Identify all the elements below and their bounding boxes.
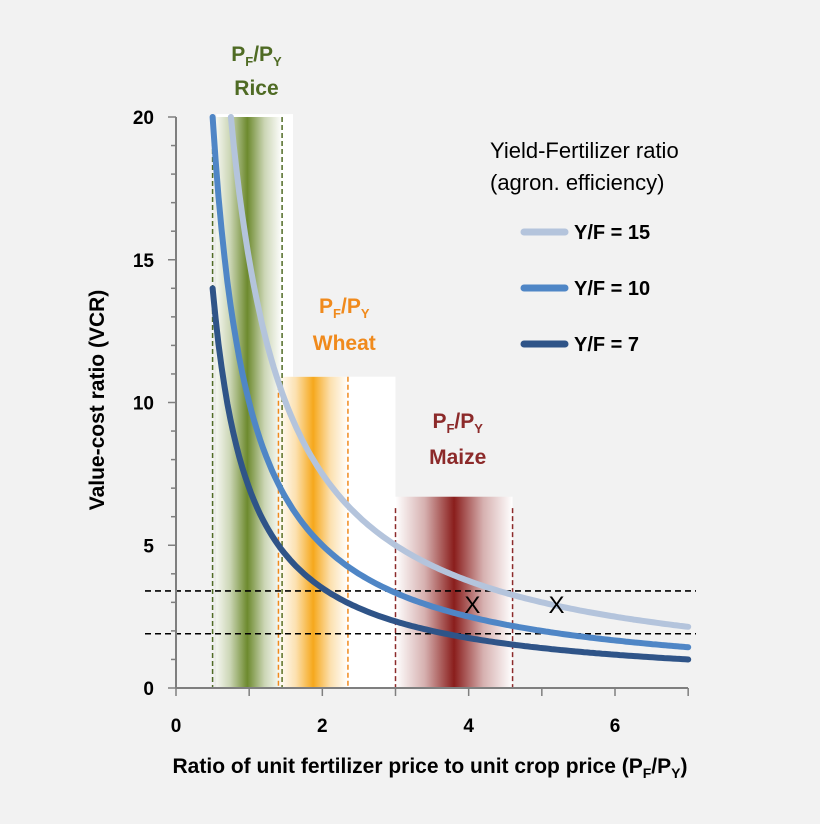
range-ratio-label-wheat: PF/PY [319,295,370,321]
legend-title-line-2: (agron. efficiency) [490,170,664,195]
range-crop-label-wheat: Wheat [313,332,376,355]
x-tick-label: 0 [171,716,182,737]
curve-yf-15 [227,114,692,630]
y-tick-label: 10 [133,394,154,415]
range-labels: PF/PY Rice PF/PY Wheat PF/PY Maize [231,43,486,469]
y-axis-title: Value-cost ratio (VCR) [86,290,109,511]
legend: Yield-Fertilizer ratio (agron. efficienc… [490,138,679,356]
curve-yf-7 [209,285,692,663]
price-ratio-bands [211,114,514,689]
legend-label-yf-10: Y/F = 10 [574,278,650,300]
x-tick-label: 4 [463,716,474,737]
y-tick-label: 5 [143,536,154,557]
x-axis-title: Ratio of unit fertilizer price to unit c… [173,755,688,781]
reference-lines [145,590,696,635]
legend-label-yf-7: Y/F = 7 [574,334,639,356]
range-crop-label-maize: Maize [429,446,486,469]
legend-label-yf-15: Y/F = 15 [574,222,650,244]
axes: 0 5 10 15 20 0 2 4 6 [133,108,689,737]
y-tick-label: 0 [143,679,154,700]
range-ratio-label-rice: PF/PY [231,43,282,69]
x-tick-label: 6 [610,716,621,737]
vcr-curves [209,114,692,663]
range-crop-label-rice: Rice [234,77,278,100]
curve-yf-10 [209,114,692,651]
legend-title-line-1: Yield-Fertilizer ratio [490,138,679,163]
y-tick-label: 20 [133,108,154,129]
x-tick-label: 2 [317,716,328,737]
y-tick-label: 15 [133,251,155,272]
range-ratio-label-maize: PF/PY [432,410,483,436]
x-marker-2: X [548,592,564,619]
band-maize [395,496,513,688]
x-marker-1: X [464,592,480,619]
